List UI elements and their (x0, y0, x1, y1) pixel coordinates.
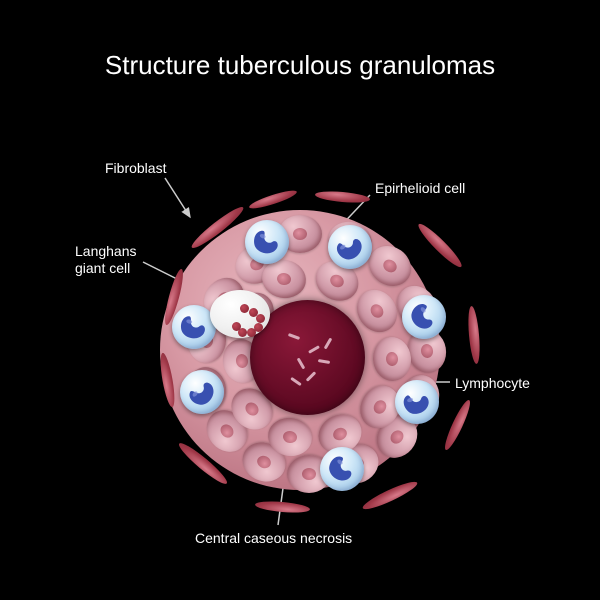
fibroblast (441, 398, 473, 452)
bacillus (297, 358, 306, 370)
bacillus (324, 338, 333, 350)
fibroblast (315, 190, 371, 205)
fibroblast (248, 187, 298, 211)
lymphocyte (180, 370, 224, 414)
fibroblast (466, 306, 481, 365)
lymphocyte (245, 220, 289, 264)
fibroblast (255, 500, 311, 515)
lymphocyte (395, 380, 439, 424)
lymphocyte (320, 447, 364, 491)
langhans-nucleus (232, 322, 241, 331)
label-fibroblast: Fibroblast (105, 160, 166, 177)
lymphocyte (402, 295, 446, 339)
langhans-giant-cell (210, 290, 270, 338)
fibroblast (360, 478, 419, 513)
label-langhans: Langhans giant cell (75, 243, 137, 277)
page-title: Structure tuberculous granulomas (0, 50, 600, 81)
langhans-nucleus (240, 304, 249, 313)
bacillus (288, 333, 300, 340)
bacillus (306, 371, 317, 382)
label-necrosis: Central caseous necrosis (195, 530, 352, 547)
lymphocyte (328, 225, 372, 269)
bacillus (290, 377, 302, 386)
fibroblast (415, 220, 465, 270)
label-epithelioid: Epirhelioid cell (375, 180, 465, 197)
label-lymphocyte: Lymphocyte (455, 375, 530, 392)
bacillus (308, 345, 320, 354)
langhans-nucleus (247, 328, 256, 337)
bacillus (318, 359, 330, 364)
langhans-nucleus (256, 314, 265, 323)
